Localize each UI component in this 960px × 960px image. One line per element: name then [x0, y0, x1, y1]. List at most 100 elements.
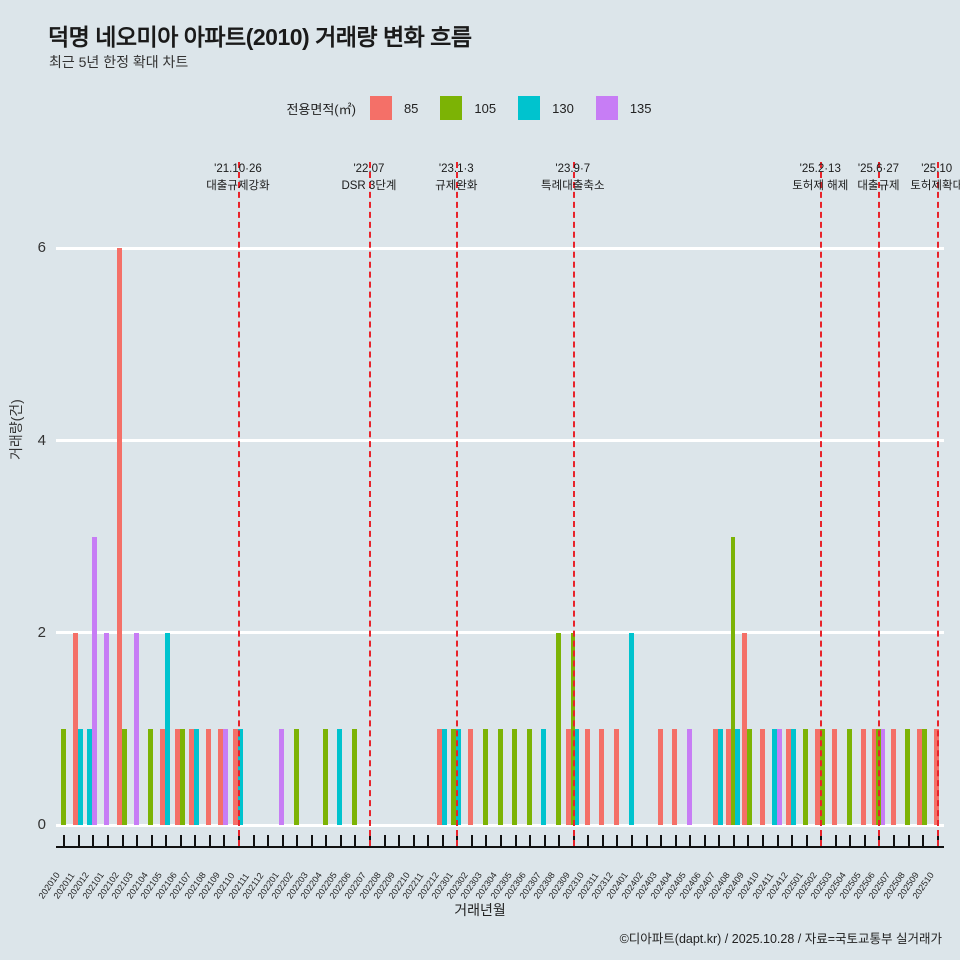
- bar-202502-85[interactable]: [815, 728, 821, 825]
- bar-202506-85[interactable]: [871, 728, 877, 825]
- x-tick-202412: [791, 835, 794, 846]
- bar-202101-135[interactable]: [104, 632, 110, 825]
- bar-202401-130[interactable]: [628, 632, 634, 825]
- bar-202408-85[interactable]: [726, 728, 731, 825]
- bar-202108-85[interactable]: [206, 728, 212, 825]
- bar-202312-85[interactable]: [613, 728, 619, 825]
- bar-202105-130[interactable]: [165, 632, 171, 825]
- bar-202509-85[interactable]: [917, 728, 923, 825]
- bar-202104-105[interactable]: [148, 728, 154, 825]
- bar-202502-105[interactable]: [820, 728, 826, 825]
- event-text-202207: DSR 3단계: [341, 180, 397, 192]
- x-tick-202111: [252, 835, 255, 846]
- bar-202403-85[interactable]: [657, 728, 663, 825]
- bar-202309-130[interactable]: [575, 728, 580, 825]
- bar-202103-135[interactable]: [133, 632, 139, 825]
- event-line-202301: [456, 162, 459, 846]
- bar-202505-85[interactable]: [861, 728, 867, 825]
- bar-202407-85[interactable]: [713, 728, 719, 825]
- legend-swatch-130: [518, 96, 541, 120]
- bar-202011-85[interactable]: [72, 632, 78, 825]
- x-tick-202109: [223, 835, 226, 846]
- legend-label-85: 85: [403, 100, 419, 116]
- event-date-202510: '25.10: [921, 163, 953, 175]
- bar-202106-105[interactable]: [179, 728, 185, 825]
- bar-202503-85[interactable]: [832, 728, 838, 825]
- event-line-202502: [820, 162, 823, 846]
- x-tick-202404: [674, 835, 677, 846]
- bar-202303-105[interactable]: [482, 728, 488, 825]
- bar-202011-130[interactable]: [77, 728, 83, 825]
- bar-202411-135[interactable]: [776, 728, 782, 825]
- bar-202306-105[interactable]: [526, 728, 532, 825]
- legend-item-105[interactable]: 105: [440, 96, 496, 120]
- bar-202110-130[interactable]: [237, 728, 243, 825]
- bar-202106-85[interactable]: [174, 728, 180, 825]
- bar-202412-85[interactable]: [786, 728, 792, 825]
- bar-202102-105[interactable]: [121, 728, 127, 825]
- x-tick-202202: [296, 835, 299, 846]
- bar-202012-130[interactable]: [87, 728, 93, 825]
- bar-202202-105[interactable]: [293, 728, 299, 825]
- bar-202204-105[interactable]: [322, 728, 328, 825]
- bar-202408-130[interactable]: [735, 728, 740, 825]
- legend-item-135[interactable]: 135: [595, 96, 652, 120]
- bar-202107-130[interactable]: [194, 728, 200, 825]
- bar-202508-105[interactable]: [905, 728, 911, 825]
- bar-202301-105[interactable]: [451, 728, 457, 825]
- bar-202509-105[interactable]: [922, 728, 928, 825]
- bar-202307-130[interactable]: [541, 728, 547, 825]
- event-label-202110: '21.10·26 대출규제강화: [206, 161, 269, 195]
- x-tick-202302: [470, 835, 473, 846]
- bar-202010-105[interactable]: [60, 728, 66, 825]
- bar-202501-105[interactable]: [803, 728, 809, 825]
- bar-202411-130[interactable]: [771, 728, 777, 825]
- bar-202107-85[interactable]: [189, 728, 195, 825]
- event-text-202506: 대출규제: [857, 180, 900, 192]
- bar-202309-105[interactable]: [570, 632, 575, 825]
- bar-202409-85[interactable]: [742, 632, 748, 825]
- bar-202302-85[interactable]: [468, 728, 474, 825]
- bar-202311-85[interactable]: [599, 728, 605, 825]
- bar-202410-85[interactable]: [759, 728, 765, 825]
- bar-202412-130[interactable]: [791, 728, 797, 825]
- bar-202109-85[interactable]: [218, 728, 224, 825]
- bar-202105-85[interactable]: [160, 728, 166, 825]
- bar-202205-130[interactable]: [337, 728, 343, 825]
- bar-202012-135[interactable]: [92, 536, 98, 825]
- bar-202405-135[interactable]: [686, 728, 692, 825]
- bar-202506-135[interactable]: [880, 728, 886, 825]
- bar-202507-85[interactable]: [890, 728, 896, 825]
- bar-202404-85[interactable]: [672, 728, 678, 825]
- bar-202206-105[interactable]: [351, 728, 357, 825]
- bar-202309-85[interactable]: [566, 728, 571, 825]
- bar-202506-105[interactable]: [876, 728, 881, 825]
- bar-202407-130[interactable]: [718, 728, 724, 825]
- x-tick-202403: [660, 835, 663, 846]
- bar-202110-85[interactable]: [232, 728, 238, 825]
- legend-item-130[interactable]: 130: [518, 96, 574, 120]
- bar-202201-135[interactable]: [279, 728, 285, 825]
- event-date-202309: '23.9·7: [555, 163, 591, 175]
- bar-202212-130[interactable]: [441, 728, 447, 825]
- gridline-0: [56, 823, 944, 827]
- bar-202109-135[interactable]: [223, 728, 229, 825]
- event-line-202506: [878, 162, 881, 846]
- bar-202308-105[interactable]: [555, 632, 561, 825]
- x-tick-202107: [194, 835, 197, 846]
- bar-202304-105[interactable]: [497, 728, 503, 825]
- bar-202504-105[interactable]: [846, 728, 852, 825]
- legend-swatch-105: [440, 96, 463, 120]
- legend-item-85[interactable]: 85: [369, 96, 419, 120]
- bar-202301-130[interactable]: [456, 728, 462, 825]
- bar-202408-105[interactable]: [730, 536, 736, 825]
- x-tick-202209: [398, 835, 401, 846]
- bar-202212-85[interactable]: [436, 728, 442, 825]
- x-tick-202208: [383, 835, 386, 846]
- bar-202409-105[interactable]: [747, 728, 753, 825]
- y-tick-0: 0: [37, 816, 46, 833]
- bar-202310-85[interactable]: [584, 728, 590, 825]
- bar-202102-85[interactable]: [116, 248, 122, 825]
- bar-202305-105[interactable]: [512, 728, 518, 825]
- x-tick-202203: [310, 835, 313, 846]
